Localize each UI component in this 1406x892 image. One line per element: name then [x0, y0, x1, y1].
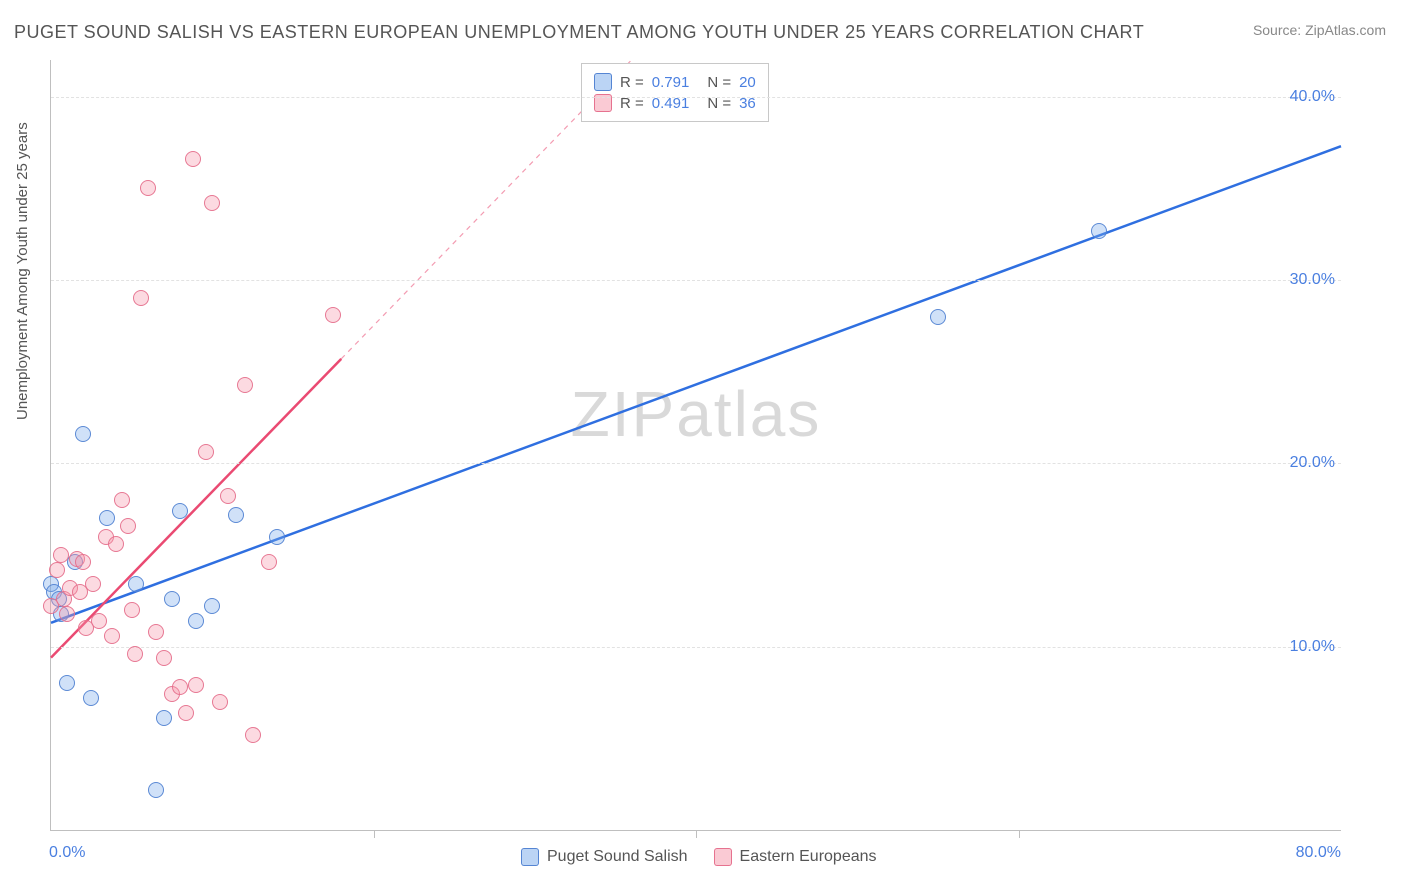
gridline [51, 97, 1341, 98]
data-point [59, 606, 75, 622]
data-point [198, 444, 214, 460]
data-point [212, 694, 228, 710]
series-legend-item: Eastern Europeans [714, 848, 877, 866]
data-point [245, 727, 261, 743]
x-tick-label: 80.0% [1296, 844, 1341, 862]
data-point [325, 307, 341, 323]
data-point [1091, 223, 1107, 239]
data-point [148, 782, 164, 798]
data-point [108, 536, 124, 552]
y-axis-label: Unemployment Among Youth under 25 years [14, 122, 31, 420]
data-point [128, 576, 144, 592]
watermark-part1: ZIP [571, 378, 677, 450]
data-point [156, 650, 172, 666]
y-tick-label: 30.0% [1290, 271, 1335, 289]
series-legend-item: Puget Sound Salish [521, 848, 688, 866]
data-point [188, 613, 204, 629]
data-point [164, 591, 180, 607]
data-point [75, 554, 91, 570]
data-point [185, 151, 201, 167]
legend-swatch-series1 [521, 848, 539, 866]
data-point [127, 646, 143, 662]
data-point [172, 679, 188, 695]
chart-title: PUGET SOUND SALISH VS EASTERN EUROPEAN U… [14, 22, 1144, 43]
gridline [51, 280, 1341, 281]
data-point [99, 510, 115, 526]
data-point [124, 602, 140, 618]
data-point [204, 195, 220, 211]
watermark-part2: atlas [676, 378, 821, 450]
y-tick-label: 40.0% [1290, 88, 1335, 106]
data-point [172, 503, 188, 519]
data-point [75, 426, 91, 442]
data-point [178, 705, 194, 721]
data-point [91, 613, 107, 629]
x-tick-label: 0.0% [49, 844, 85, 862]
data-point [261, 554, 277, 570]
data-point [237, 377, 253, 393]
data-point [140, 180, 156, 196]
data-point [133, 290, 149, 306]
series-legend-label-1: Puget Sound Salish [547, 848, 688, 866]
data-point [148, 624, 164, 640]
legend-n-label: N = [707, 74, 731, 91]
y-tick-label: 10.0% [1290, 638, 1335, 656]
gridline [51, 463, 1341, 464]
chart-container: PUGET SOUND SALISH VS EASTERN EUROPEAN U… [0, 0, 1406, 892]
legend-r-value-series1: 0.791 [652, 74, 690, 91]
data-point [53, 547, 69, 563]
x-tick [1019, 830, 1020, 838]
gridline [51, 647, 1341, 648]
x-tick [696, 830, 697, 838]
regression-lines-svg [51, 60, 1341, 830]
data-point [930, 309, 946, 325]
data-point [204, 598, 220, 614]
legend-swatch-series2 [714, 848, 732, 866]
data-point [114, 492, 130, 508]
legend-swatch-series1 [594, 73, 612, 91]
watermark: ZIPatlas [571, 377, 822, 451]
correlation-legend: R = 0.791 N = 20 R = 0.491 N = 36 [581, 63, 769, 122]
data-point [269, 529, 285, 545]
data-point [49, 562, 65, 578]
data-point [228, 507, 244, 523]
series-legend: Puget Sound Salish Eastern Europeans [521, 848, 877, 866]
data-point [188, 677, 204, 693]
data-point [120, 518, 136, 534]
correlation-legend-row: R = 0.791 N = 20 [594, 73, 756, 91]
legend-r-label: R = [620, 74, 644, 91]
data-point [85, 576, 101, 592]
legend-n-value-series1: 20 [739, 74, 756, 91]
data-point [220, 488, 236, 504]
source-attribution: Source: ZipAtlas.com [1253, 22, 1386, 38]
x-tick [374, 830, 375, 838]
plot-area: ZIPatlas R = 0.791 N = 20 R = 0.491 N = … [50, 60, 1341, 831]
data-point [83, 690, 99, 706]
y-tick-label: 20.0% [1290, 454, 1335, 472]
series-legend-label-2: Eastern Europeans [740, 848, 877, 866]
data-point [104, 628, 120, 644]
data-point [59, 675, 75, 691]
data-point [156, 710, 172, 726]
